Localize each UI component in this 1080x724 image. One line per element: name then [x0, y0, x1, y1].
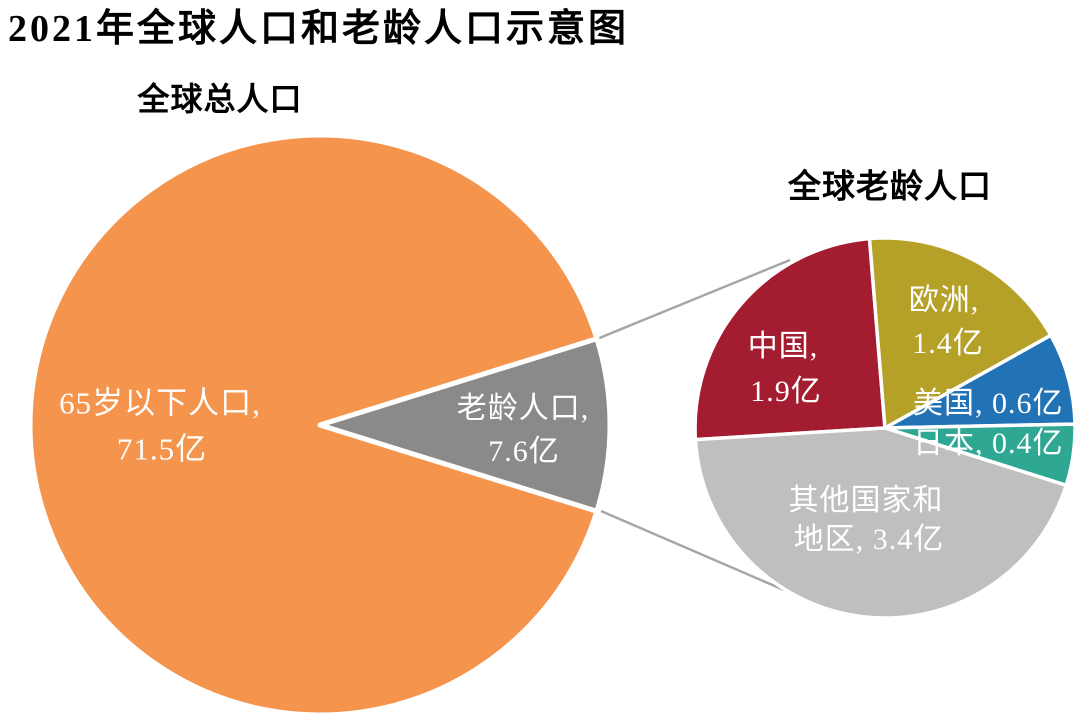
secondary-pie-slice-1: [867, 236, 1053, 430]
secondary-pie: [693, 236, 1077, 620]
connector-line-top: [596, 258, 791, 341]
slice-label-europe-line2: 1.4亿: [912, 327, 984, 360]
secondary-pie-slice-4: [693, 426, 1068, 620]
slice-label-usa: 美国, 0.6亿: [913, 387, 1064, 420]
slice-label-aging-line1: 老龄人口,: [456, 392, 590, 425]
slice-label-under65-line1: 65岁以下人口,: [59, 385, 261, 421]
slice-label-japan: 日本, 0.4亿: [913, 427, 1064, 460]
main-pie: [27, 132, 613, 718]
slice-label-china-line2: 1.9亿: [750, 375, 822, 408]
secondary-pie-slice-2: [883, 333, 1077, 430]
connector-lines: [596, 258, 791, 592]
slice-label-under65-line2: 71.5亿: [116, 431, 208, 467]
slice-label-others-line1: 其他国家和: [788, 484, 944, 517]
slice-label-europe-line1: 欧洲,: [908, 284, 980, 317]
connector-line-bottom: [600, 509, 785, 592]
slice-label-aging-line2: 7.6亿: [488, 435, 560, 468]
slice-label-others-line2: 地区, 3.4亿: [793, 523, 945, 556]
page-title: 2021年全球人口和老龄人口示意图: [8, 8, 630, 50]
main-pie-slice-0: [27, 132, 600, 718]
secondary-pie-title: 全球老龄人口: [788, 169, 992, 206]
secondary-pie-slice-0: [693, 236, 887, 442]
main-pie-title: 全球总人口: [137, 81, 303, 117]
main-pie-slice-1: [317, 336, 613, 514]
slice-label-china-line1: 中国,: [747, 330, 819, 363]
